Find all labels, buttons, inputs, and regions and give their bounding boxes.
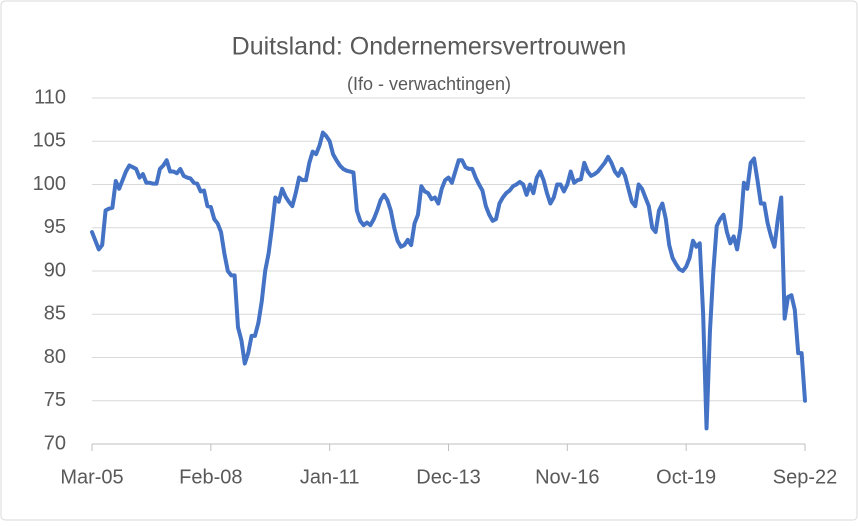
y-tick-label: 80 bbox=[44, 346, 66, 368]
x-tick-label: Mar-05 bbox=[60, 466, 123, 488]
x-tick-label: Feb-08 bbox=[179, 466, 242, 488]
y-tick-label: 95 bbox=[44, 216, 66, 238]
x-tick-label: Sep-22 bbox=[773, 466, 838, 488]
data-line bbox=[90, 130, 807, 431]
y-tick-label: 105 bbox=[33, 130, 66, 152]
x-tick-label: Oct-19 bbox=[656, 466, 716, 488]
y-tick-label: 85 bbox=[44, 303, 66, 325]
y-tick-label: 75 bbox=[44, 389, 66, 411]
y-tick-label: 70 bbox=[44, 432, 66, 454]
y-tick-label: 110 bbox=[34, 86, 66, 108]
y-tick-label: 90 bbox=[44, 259, 66, 281]
x-tick-label: Nov-16 bbox=[535, 466, 599, 488]
x-tick-label: Dec-13 bbox=[416, 466, 480, 488]
chart-title: Duitsland: Ondernemersvertrouwen bbox=[232, 33, 627, 61]
x-tick-label: Jan-11 bbox=[300, 466, 360, 488]
chart-subtitle: (Ifo - verwachtingen) bbox=[347, 74, 511, 94]
y-tick-label: 100 bbox=[33, 173, 66, 195]
